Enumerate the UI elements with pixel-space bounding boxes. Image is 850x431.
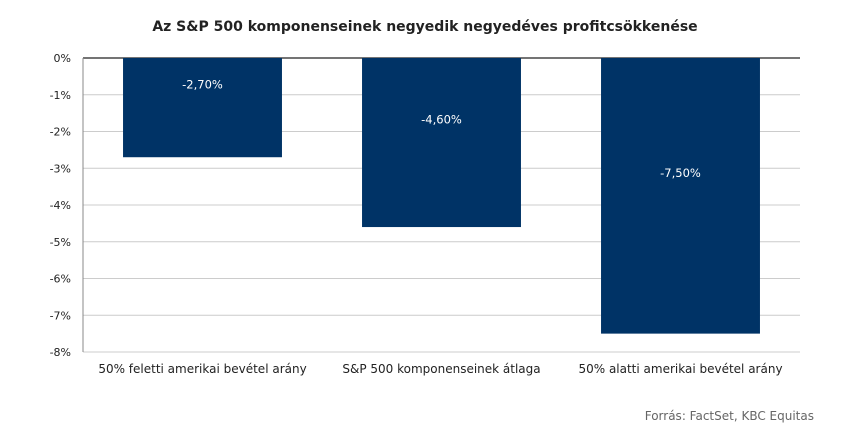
x-category-label: S&P 500 komponenseinek átlaga [342,362,540,376]
bar [601,58,760,334]
y-tick-label: -8% [50,346,71,359]
bar-data-label: -7,50% [660,166,701,180]
y-tick-label: -5% [50,236,71,249]
source-note: Forrás: FactSet, KBC Equitas [644,409,814,423]
data-labels: -2,70% -4,60% -7,50% [182,78,701,180]
y-tick-label: -4% [50,199,71,212]
x-category-label: 50% alatti amerikai bevétel arány [578,362,782,376]
y-axis-ticks: 0% -1% -2% -3% -4% -5% -6% -7% -8% [50,52,71,359]
y-tick-label: -3% [50,162,71,175]
y-tick-label: -2% [50,126,71,139]
x-axis-categories: 50% feletti amerikai bevétel arány S&P 50… [98,362,782,376]
y-tick-label: -6% [50,273,71,286]
bar [362,58,521,228]
bars [123,58,760,334]
bar [123,58,282,158]
bar-data-label: -4,60% [421,113,462,127]
chart-title: Az S&P 500 komponenseinek negyedik negye… [152,19,698,35]
y-tick-label: 0% [54,52,71,65]
y-tick-label: -7% [50,309,71,322]
x-category-label: 50% feletti amerikai bevétel arány [98,362,306,376]
y-tick-label: -1% [50,89,71,102]
bar-data-label: -2,70% [182,78,223,92]
